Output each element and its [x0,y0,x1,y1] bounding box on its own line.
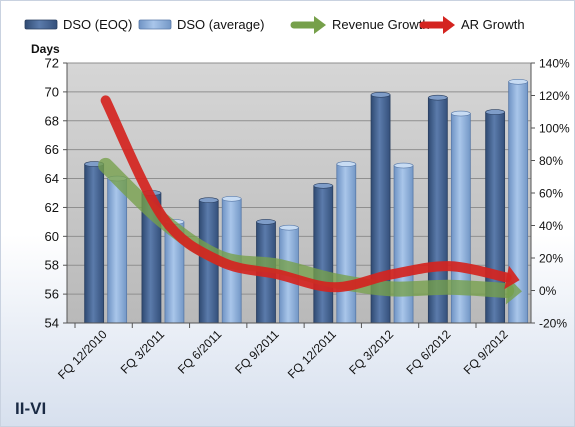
bar-dso-eoq [84,161,105,324]
y2-tick-label: 80% [539,154,563,168]
y2-tick-label: 0% [539,284,557,298]
y2-tick-label: 100% [539,122,570,136]
bar-dso-average-cap [393,162,414,169]
bar-dso-eoq-cap [198,197,219,204]
bar-dso-average-cap [221,195,242,202]
legend-revenue-growth-label: Revenue Growth [332,17,430,32]
bar-dso-average [336,161,357,324]
legend-dso-eoq-swatch [24,19,58,30]
y-tick-label: 56 [45,287,59,302]
y-tick-label: 64 [45,171,59,186]
legend-dso-average-swatch [138,19,172,30]
bar-dso-eoq-cap [313,182,334,189]
x-tick-label: FQ 9/2011 [232,327,282,377]
legend-revenue-growth-swatch-head [314,16,326,34]
company-label: II-VI [15,399,47,418]
bar-dso-eoq-cap [370,91,391,98]
bar-dso-average-cap [451,110,471,117]
y2-tick-label: 60% [539,187,563,201]
bar-dso-average-body [393,165,414,324]
ar-growth-arrowhead [504,265,520,290]
y-tick-label: 58 [45,258,59,273]
legend-dso-average: DSO (average) [138,17,264,32]
bar-dso-average-body [107,178,128,324]
x-tick-label: FQ 12/2011 [285,327,339,381]
ar-growth-line [100,95,512,293]
bar-dso-eoq-body [84,163,105,324]
legend-ar-growth-label: AR Growth [461,17,525,32]
y-axis-title: Days [31,42,60,56]
y2-tick-label: 20% [539,252,563,266]
bar-dso-average [393,162,414,324]
legend-ar-growth: AR Growth [419,16,525,34]
legend-revenue-growth: Revenue Growth [290,16,430,34]
y-tick-label: 66 [45,142,59,157]
bar-dso-eoq [370,91,391,324]
x-tick-label: FQ 12/2010 [55,327,110,382]
y-tick-label: 72 [45,56,59,71]
bar-dso-average-cap [336,161,357,167]
legend-dso-eoq: DSO (EOQ) [24,17,132,32]
x-tick-label: FQ 3/2012 [346,327,396,377]
y2-tick-label: 140% [539,57,570,71]
x-tick-label: FQ 9/2012 [461,327,511,377]
bar-dso-eoq-cap [256,219,276,225]
bar-dso-eoq [313,182,334,324]
bar-dso-eoq-cap [428,94,448,101]
bar-dso-average [508,78,529,324]
bar-dso-average-cap [279,224,299,231]
bar-dso-average [107,175,128,324]
bar-dso-average-cap [508,78,528,85]
y2-tick-label: 120% [539,89,570,103]
x-tick-label: FQ 6/2012 [403,327,453,377]
x-tick-label: FQ 3/2011 [118,327,168,377]
bar-dso-eoq-body [313,185,334,324]
legend-ar-growth-swatch-head [443,16,455,34]
bar-dso-average-body [336,163,357,324]
y-tick-label: 60 [45,229,59,244]
legend-dso-average-label: DSO (average) [177,17,264,32]
y2-tick-label: 40% [539,219,563,233]
y-tick-label: 62 [45,200,59,215]
y-tick-label: 70 [45,84,59,99]
legend-dso-eoq-label: DSO (EOQ) [63,17,132,32]
x-tick-label: FQ 6/2011 [175,327,225,377]
y2-tick-label: -20% [539,317,567,331]
y-tick-label: 68 [45,113,59,128]
bar-dso-eoq-cap [485,109,505,115]
y-tick-label: 54 [45,316,59,331]
